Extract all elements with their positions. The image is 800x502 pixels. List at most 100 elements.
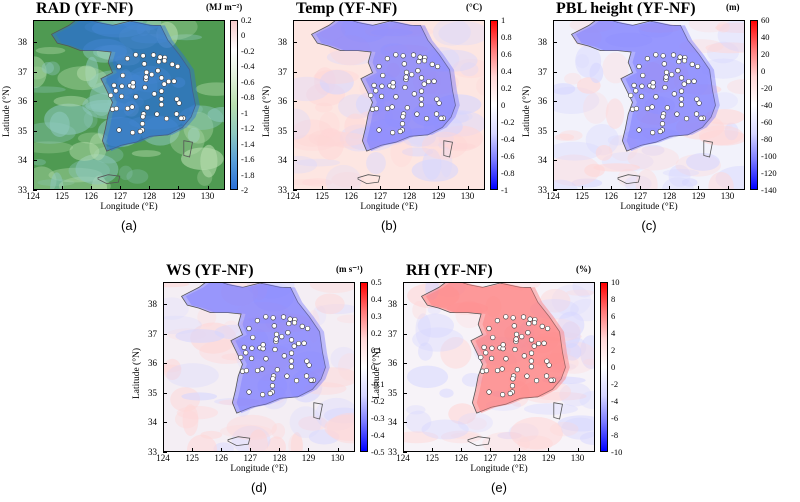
station-marker <box>500 342 506 348</box>
station-marker <box>418 96 424 102</box>
map-plot <box>553 20 745 190</box>
field-patch <box>294 119 334 147</box>
field-patch <box>295 158 341 167</box>
x-tick-label: 124 <box>286 191 300 201</box>
field-patch <box>422 148 442 180</box>
station-marker <box>421 81 427 87</box>
station-marker <box>698 115 704 121</box>
field-patch <box>34 56 47 89</box>
x-tick-label: 128 <box>512 453 527 463</box>
y-tick-mark <box>33 71 37 73</box>
station-marker <box>526 320 532 327</box>
station-marker <box>260 342 266 348</box>
field-patch <box>57 66 108 91</box>
field-patch <box>593 163 641 172</box>
station-marker <box>158 96 164 102</box>
map-field <box>294 21 484 189</box>
station-marker <box>279 334 285 340</box>
station-marker <box>285 330 291 336</box>
station-marker <box>166 78 172 85</box>
colorbar-tick-label: 0 <box>761 66 766 76</box>
station-marker <box>108 92 114 99</box>
map-plot <box>163 282 355 452</box>
station-marker <box>271 323 277 329</box>
x-tick-mark <box>149 186 151 190</box>
field-patch <box>566 289 594 296</box>
station-marker <box>650 80 656 86</box>
y-tick-label: 36 <box>538 96 547 107</box>
colorbar-tick-label: -8 <box>611 430 619 440</box>
field-patch <box>312 305 327 326</box>
field-patch <box>366 152 386 175</box>
y-tick-label: 38 <box>538 37 547 48</box>
station-marker <box>653 94 659 100</box>
station-marker <box>249 355 255 361</box>
colorbar-tick-label: -60 <box>761 117 773 127</box>
colorbar-tick-label: -0.3 <box>371 413 385 423</box>
station-marker <box>288 364 295 370</box>
station-marker <box>376 63 382 70</box>
field-patch <box>432 21 471 46</box>
x-tick-mark <box>91 186 93 190</box>
map-panel-b: Temp (YF-NF) (°C) 124 125 126 127 128 129 130 38 3… <box>260 0 520 240</box>
x-tick-label: 124 <box>546 191 560 201</box>
field-patch <box>715 22 744 34</box>
field-patch <box>685 153 720 171</box>
field-patch <box>559 130 583 141</box>
x-tick-mark <box>438 186 440 190</box>
field-patch <box>554 179 578 189</box>
x-tick-label: 125 <box>315 191 329 201</box>
field-patch <box>406 365 449 388</box>
station-marker <box>389 104 395 110</box>
y-tick-mark <box>403 422 407 424</box>
y-axis-label: Latitude (°N) <box>132 347 142 399</box>
station-marker <box>503 314 509 320</box>
station-marker <box>525 330 531 336</box>
field-patch <box>708 171 734 189</box>
station-marker <box>250 334 256 341</box>
station-marker <box>663 74 669 80</box>
field-patch <box>726 79 744 95</box>
colorbar <box>600 282 608 452</box>
colorbar-tick-label: -0.5 <box>371 447 385 457</box>
station-marker <box>143 69 150 75</box>
station-marker <box>544 358 550 364</box>
field-patch <box>302 178 333 187</box>
y-tick-mark <box>403 333 407 335</box>
map-panel-e: RH (YF-NF) (%) 124 125 126 127 128 129 130 38 37 36… <box>370 262 630 502</box>
tsushima-island <box>183 140 193 158</box>
field-patch <box>421 419 469 440</box>
station-marker <box>510 315 516 321</box>
field-patch <box>290 432 303 451</box>
x-tick-label: 127 <box>243 453 258 463</box>
y-tick-mark <box>553 71 557 73</box>
x-axis-label: Longitude (°E) <box>470 464 528 474</box>
station-marker <box>157 54 163 60</box>
station-marker <box>409 72 415 78</box>
station-marker <box>155 68 161 74</box>
field-patch <box>337 353 354 381</box>
field-patch <box>554 83 576 95</box>
station-marker <box>418 88 425 94</box>
x-tick-mark <box>519 448 521 452</box>
field-patch <box>564 72 582 85</box>
station-marker <box>390 130 396 136</box>
station-marker <box>631 82 637 88</box>
jeju-island <box>617 174 641 185</box>
station-marker <box>436 100 442 106</box>
colorbar-tick-label: -20 <box>761 83 773 93</box>
y-tick-mark <box>553 42 557 44</box>
field-patch <box>510 417 563 450</box>
subfigure-label: (a) <box>121 218 137 233</box>
colorbar-tick-label: -0.8 <box>501 168 515 178</box>
colorbar-tick-label: 0 <box>611 362 616 372</box>
colorbar-tick-label: 60 <box>761 15 770 25</box>
colorbar-tick-label: 0 <box>501 100 506 110</box>
y-tick-mark <box>293 160 297 162</box>
station-marker <box>676 58 682 65</box>
field-patch <box>482 431 531 451</box>
field-patch <box>83 111 98 129</box>
colorbar-tick-label: 6 <box>611 311 616 321</box>
station-marker <box>284 373 290 379</box>
y-tick-label: 37 <box>538 66 547 77</box>
